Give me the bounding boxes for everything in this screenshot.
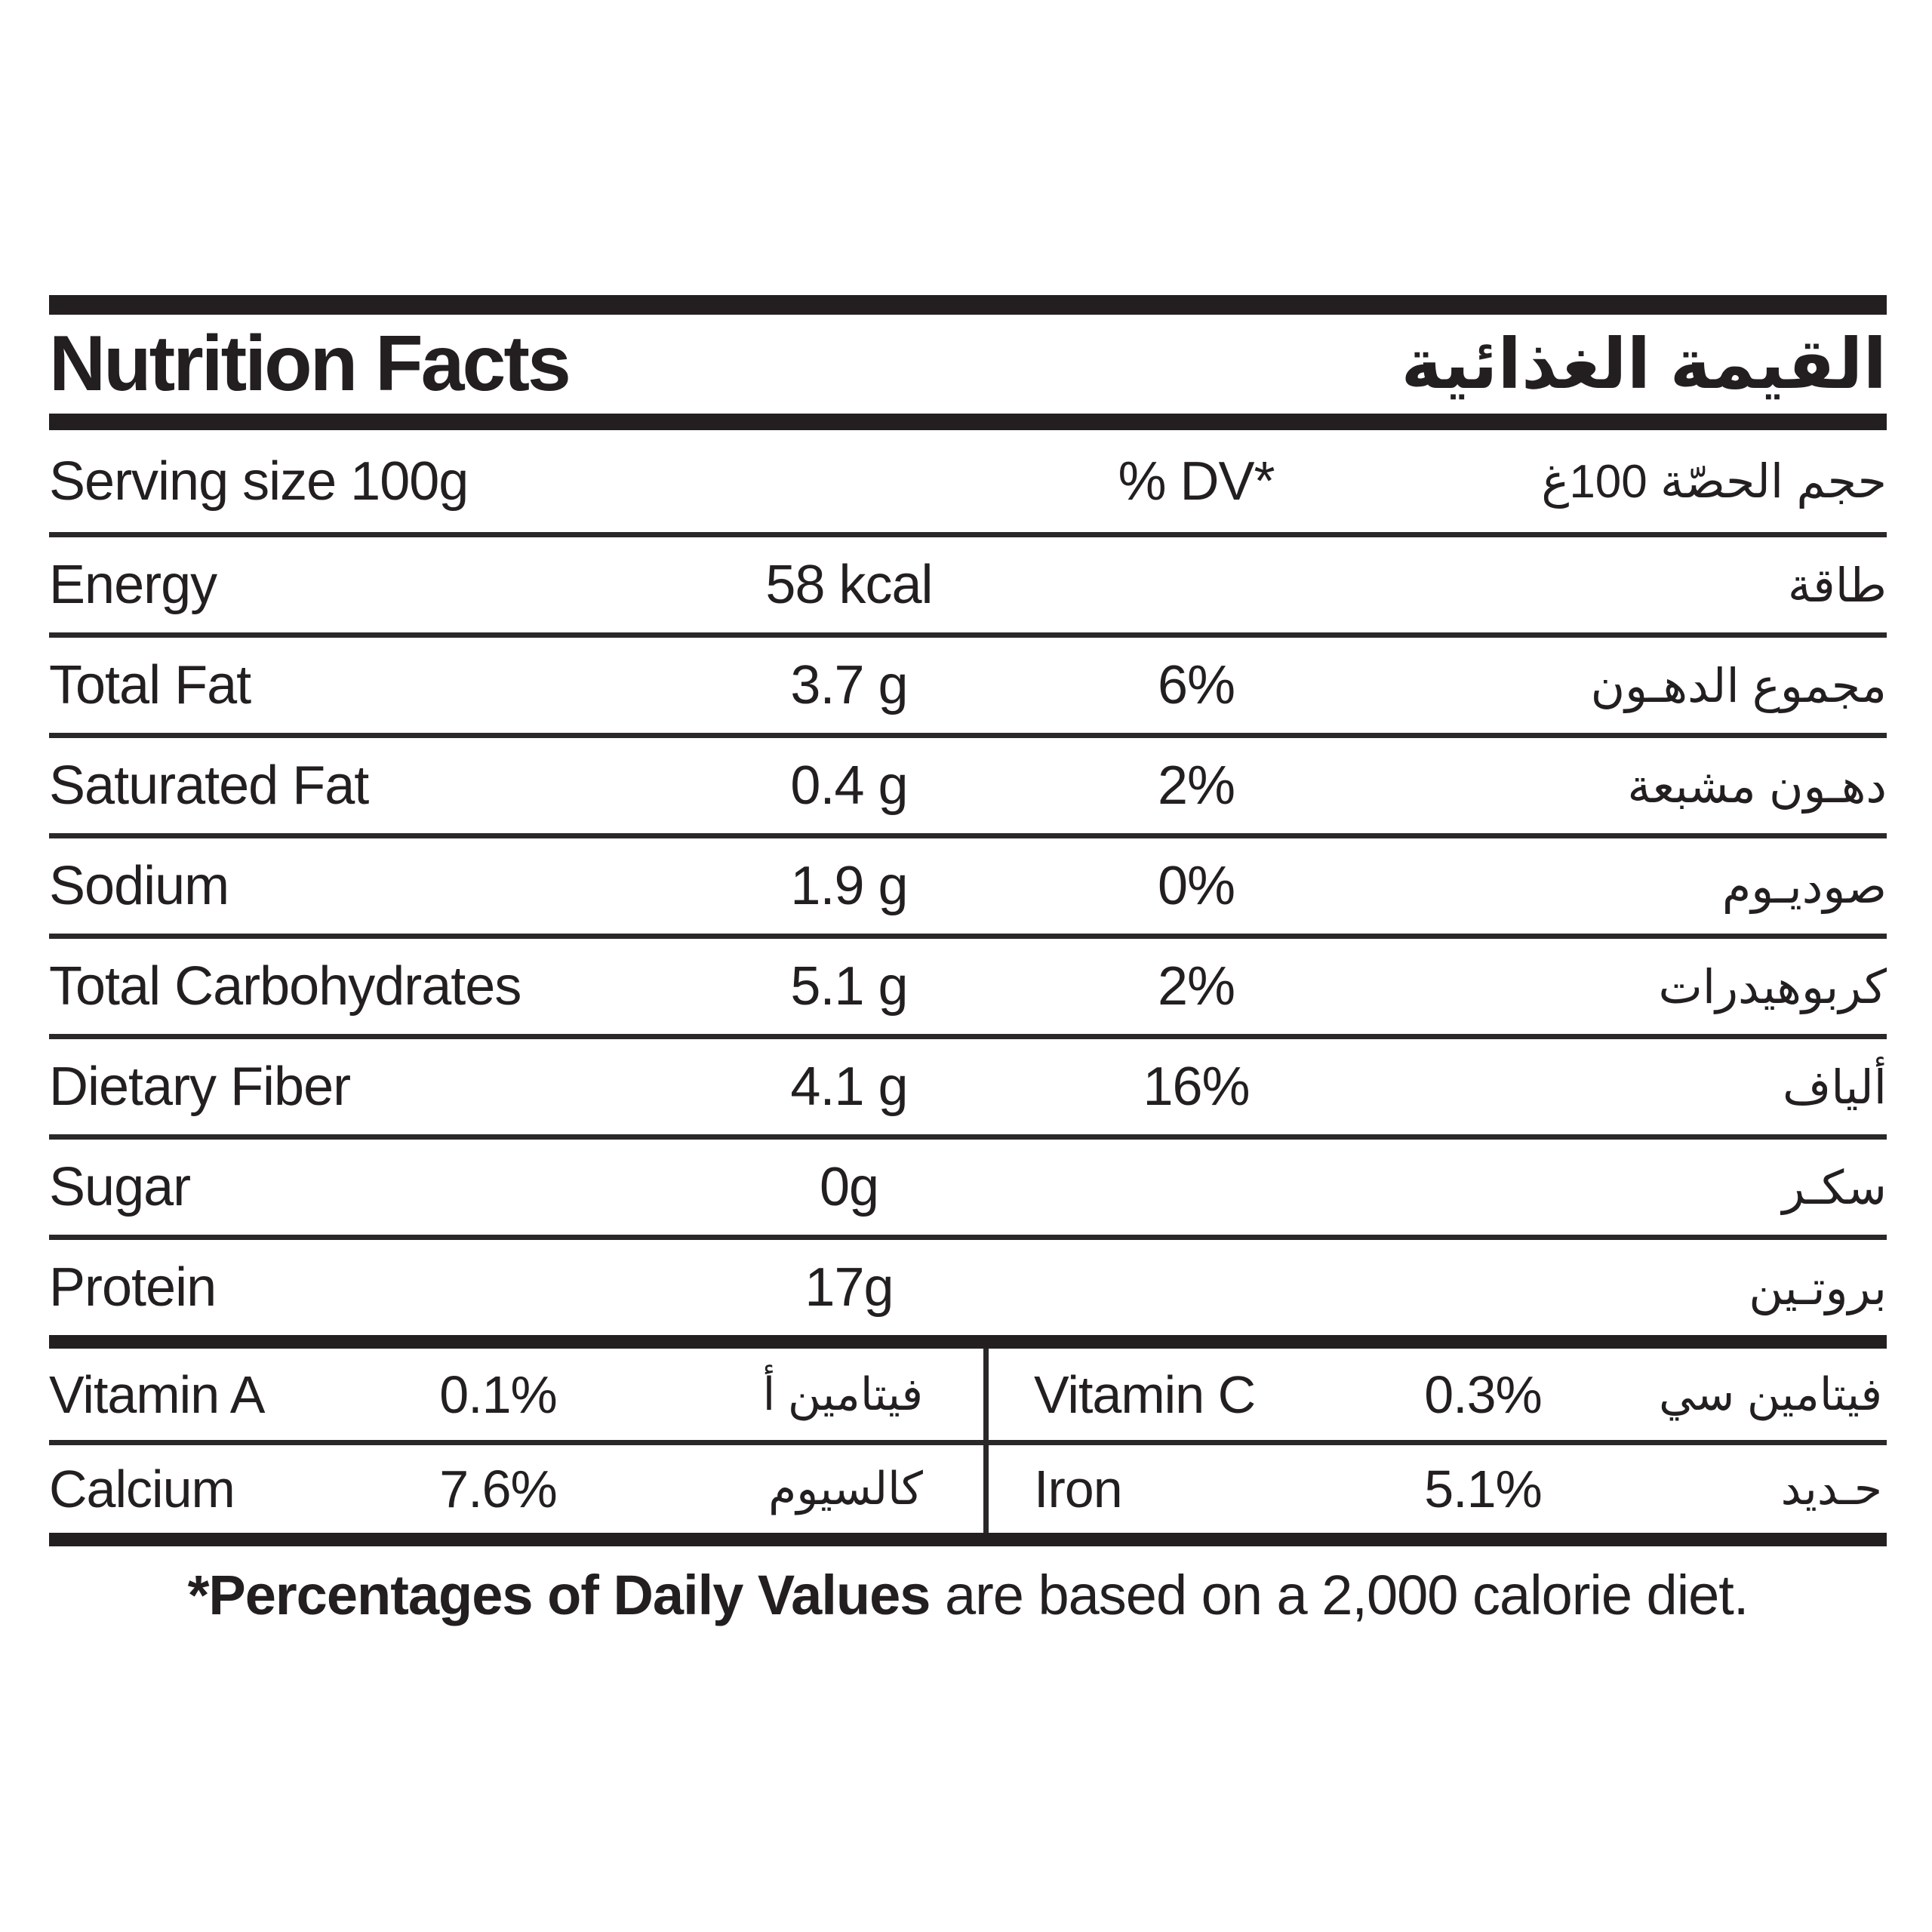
- nutrient-name: Total Fat: [49, 655, 251, 715]
- nutrient-name-arabic: بروتـين: [1749, 1262, 1887, 1315]
- nutrient-name-arabic: كربوهيدرات: [1658, 961, 1887, 1014]
- nutrition-facts-label: Nutrition Facts القيمة الغذائية Serving …: [49, 295, 1887, 1627]
- micro-cell-vitamin-c: Vitamin C 0.3% فيتامين سي: [989, 1349, 1887, 1445]
- nutrient-name: Saturated Fat: [49, 755, 369, 816]
- nutrient-name-arabic: مجموع الدهـون: [1590, 660, 1887, 712]
- nutrient-name: Sugar: [49, 1157, 191, 1217]
- micro-name-arabic: كالسيوم: [768, 1463, 923, 1514]
- nutrient-name-arabic: طاقة: [1787, 559, 1887, 612]
- label-header: Nutrition Facts القيمة الغذائية: [49, 315, 1887, 414]
- top-thick-divider: [49, 295, 1887, 315]
- micro-name: Calcium: [49, 1460, 235, 1518]
- micro-cell-vitamin-a: Vitamin A 0.1% فيتامين أ: [49, 1349, 989, 1445]
- nutrient-row-protein: Protein 17g بروتـين: [49, 1240, 1887, 1335]
- nutrient-name: Protein: [49, 1257, 217, 1318]
- nutrient-dv: 0%: [1157, 856, 1235, 916]
- micro-value: 0.1%: [439, 1364, 558, 1424]
- nutrient-row-saturated-fat: Saturated Fat 0.4 g 2% دهـون مشبعة: [49, 738, 1887, 838]
- serving-size-row: Serving size 100g % DV* حجم الحصّة 100غ: [49, 430, 1887, 537]
- nutrient-name-arabic: ألياف: [1783, 1061, 1887, 1114]
- nutrient-amount: 5.1 g: [790, 956, 908, 1017]
- nutrient-row-energy: Energy 58 kcal طاقة: [49, 537, 1887, 638]
- serving-size-label: Serving size 100g: [49, 451, 469, 512]
- micro-name: Vitamin C: [1034, 1364, 1256, 1424]
- nutrient-name: Dietary Fiber: [49, 1057, 351, 1117]
- nutrient-name: Total Carbohydrates: [49, 956, 521, 1017]
- nutrient-name: Sodium: [49, 856, 229, 916]
- micro-cell-iron: Iron 5.1% حـديد: [989, 1445, 1887, 1533]
- nutrient-amount: 1.9 g: [790, 856, 908, 916]
- daily-value-footnote: *Percentages of Daily Values are based o…: [49, 1563, 1887, 1627]
- nutrient-amount: 0.4 g: [790, 755, 908, 816]
- nutrient-name: Energy: [49, 555, 217, 615]
- serving-size-label-arabic: حجم الحصّة 100غ: [1541, 456, 1887, 508]
- nutrient-name-arabic: سكـر: [1782, 1161, 1887, 1214]
- nutrient-name-arabic: صوديـوم: [1721, 860, 1887, 913]
- title-english: Nutrition Facts: [49, 320, 571, 408]
- vitamins-minerals-table: Vitamin A 0.1% فيتامين أ Vitamin C 0.3% …: [49, 1349, 1887, 1533]
- nutrient-row-sugar: Sugar 0g سكـر: [49, 1140, 1887, 1240]
- micros-top-divider: [49, 1335, 1887, 1349]
- nutrient-amount: 58 kcal: [765, 555, 933, 615]
- footnote-bold-text: *Percentages of Daily Values: [187, 1564, 931, 1626]
- micro-name-arabic: حـديد: [1780, 1463, 1882, 1514]
- nutrient-row-dietary-fiber: Dietary Fiber 4.1 g 16% ألياف: [49, 1039, 1887, 1140]
- nutrient-row-sodium: Sodium 1.9 g 0% صوديـوم: [49, 838, 1887, 939]
- micro-name-arabic: فيتامين سي: [1658, 1368, 1882, 1420]
- nutrient-amount: 4.1 g: [790, 1057, 908, 1117]
- nutrient-row-total-carbohydrates: Total Carbohydrates 5.1 g 2% كربوهيدرات: [49, 939, 1887, 1039]
- nutrient-amount: 0g: [819, 1157, 879, 1217]
- nutrient-amount: 17g: [804, 1257, 894, 1318]
- nutrient-row-total-fat: Total Fat 3.7 g 6% مجموع الدهـون: [49, 638, 1887, 738]
- micro-name-arabic: فيتامين أ: [762, 1368, 923, 1420]
- nutrient-dv: 2%: [1157, 755, 1235, 816]
- micro-value: 0.3%: [1424, 1364, 1543, 1424]
- nutrient-amount: 3.7 g: [790, 655, 908, 715]
- nutrient-dv: 2%: [1157, 956, 1235, 1017]
- micro-value: 7.6%: [439, 1460, 558, 1518]
- title-arabic: القيمة الغذائية: [1401, 326, 1887, 403]
- micro-name: Vitamin A: [49, 1364, 265, 1424]
- micro-name: Iron: [1034, 1460, 1123, 1518]
- nutrient-name-arabic: دهـون مشبعة: [1627, 760, 1887, 813]
- bottom-thick-divider: [49, 1533, 1887, 1546]
- nutrient-dv: 16%: [1143, 1057, 1250, 1117]
- nutrient-dv: 6%: [1157, 655, 1235, 715]
- micro-cell-calcium: Calcium 7.6% كالسيوم: [49, 1445, 989, 1533]
- daily-value-column-header: % DV*: [1118, 451, 1275, 512]
- footnote-regular-text: are based on a 2,000 calorie diet.: [930, 1564, 1749, 1626]
- micro-value: 5.1%: [1424, 1460, 1543, 1518]
- header-divider: [49, 414, 1887, 430]
